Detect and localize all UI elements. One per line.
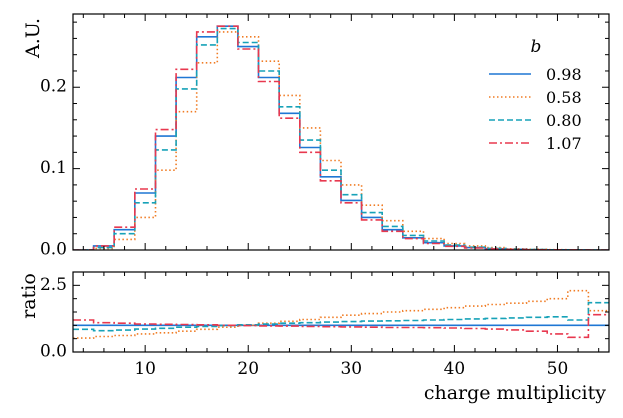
- ratio-panel: 10 20 30 40 50 0.0 2.5 ratio charge multiplici…: [18, 271, 610, 404]
- legend-label-0-98: 0.98: [546, 65, 582, 84]
- distribution-panel: 0.0 0.1 0.2 A.U. b 0.98 0.58 0.80 1.07: [22, 13, 610, 260]
- ratio-series-1-07: [73, 313, 609, 339]
- legend-label-0-80: 0.80: [546, 111, 582, 130]
- ratio-xtick-label: 10: [134, 359, 156, 379]
- legend-label-0-58: 0.58: [546, 88, 582, 107]
- ratio-xtick-label: 40: [444, 359, 466, 379]
- distribution-ytick-label: 0.0: [40, 240, 67, 260]
- distribution-series-1-07: [73, 25, 609, 250]
- distribution-series-group: [73, 25, 609, 250]
- distribution-plot-frame: [72, 13, 610, 251]
- legend: b 0.98 0.58 0.80 1.07: [489, 37, 582, 153]
- distribution-ytick-label: 0.2: [40, 77, 67, 97]
- ratio-ytick-label: 0.0: [40, 342, 67, 362]
- legend-label-1-07: 1.07: [546, 134, 582, 153]
- distribution-ticks: 0.0 0.1 0.2: [40, 14, 609, 260]
- ratio-ylabel: ratio: [18, 273, 40, 319]
- distribution-series-0-98: [73, 25, 609, 250]
- ratio-xtick-label: 50: [547, 359, 569, 379]
- distribution-ylabel: A.U.: [22, 18, 44, 59]
- ratio-xtick-label: 30: [340, 359, 362, 379]
- distribution-series-0-58: [73, 31, 609, 250]
- ratio-series-group: [73, 289, 609, 339]
- ratio-xtick-label: 20: [237, 359, 259, 379]
- legend-title: b: [531, 37, 542, 57]
- ratio-ytick-label: 2.5: [40, 275, 67, 295]
- distribution-ytick-label: 0.1: [40, 158, 67, 178]
- ratio-plot-frame: [72, 271, 610, 353]
- ratio-xlabel: charge multiplicity: [424, 382, 606, 404]
